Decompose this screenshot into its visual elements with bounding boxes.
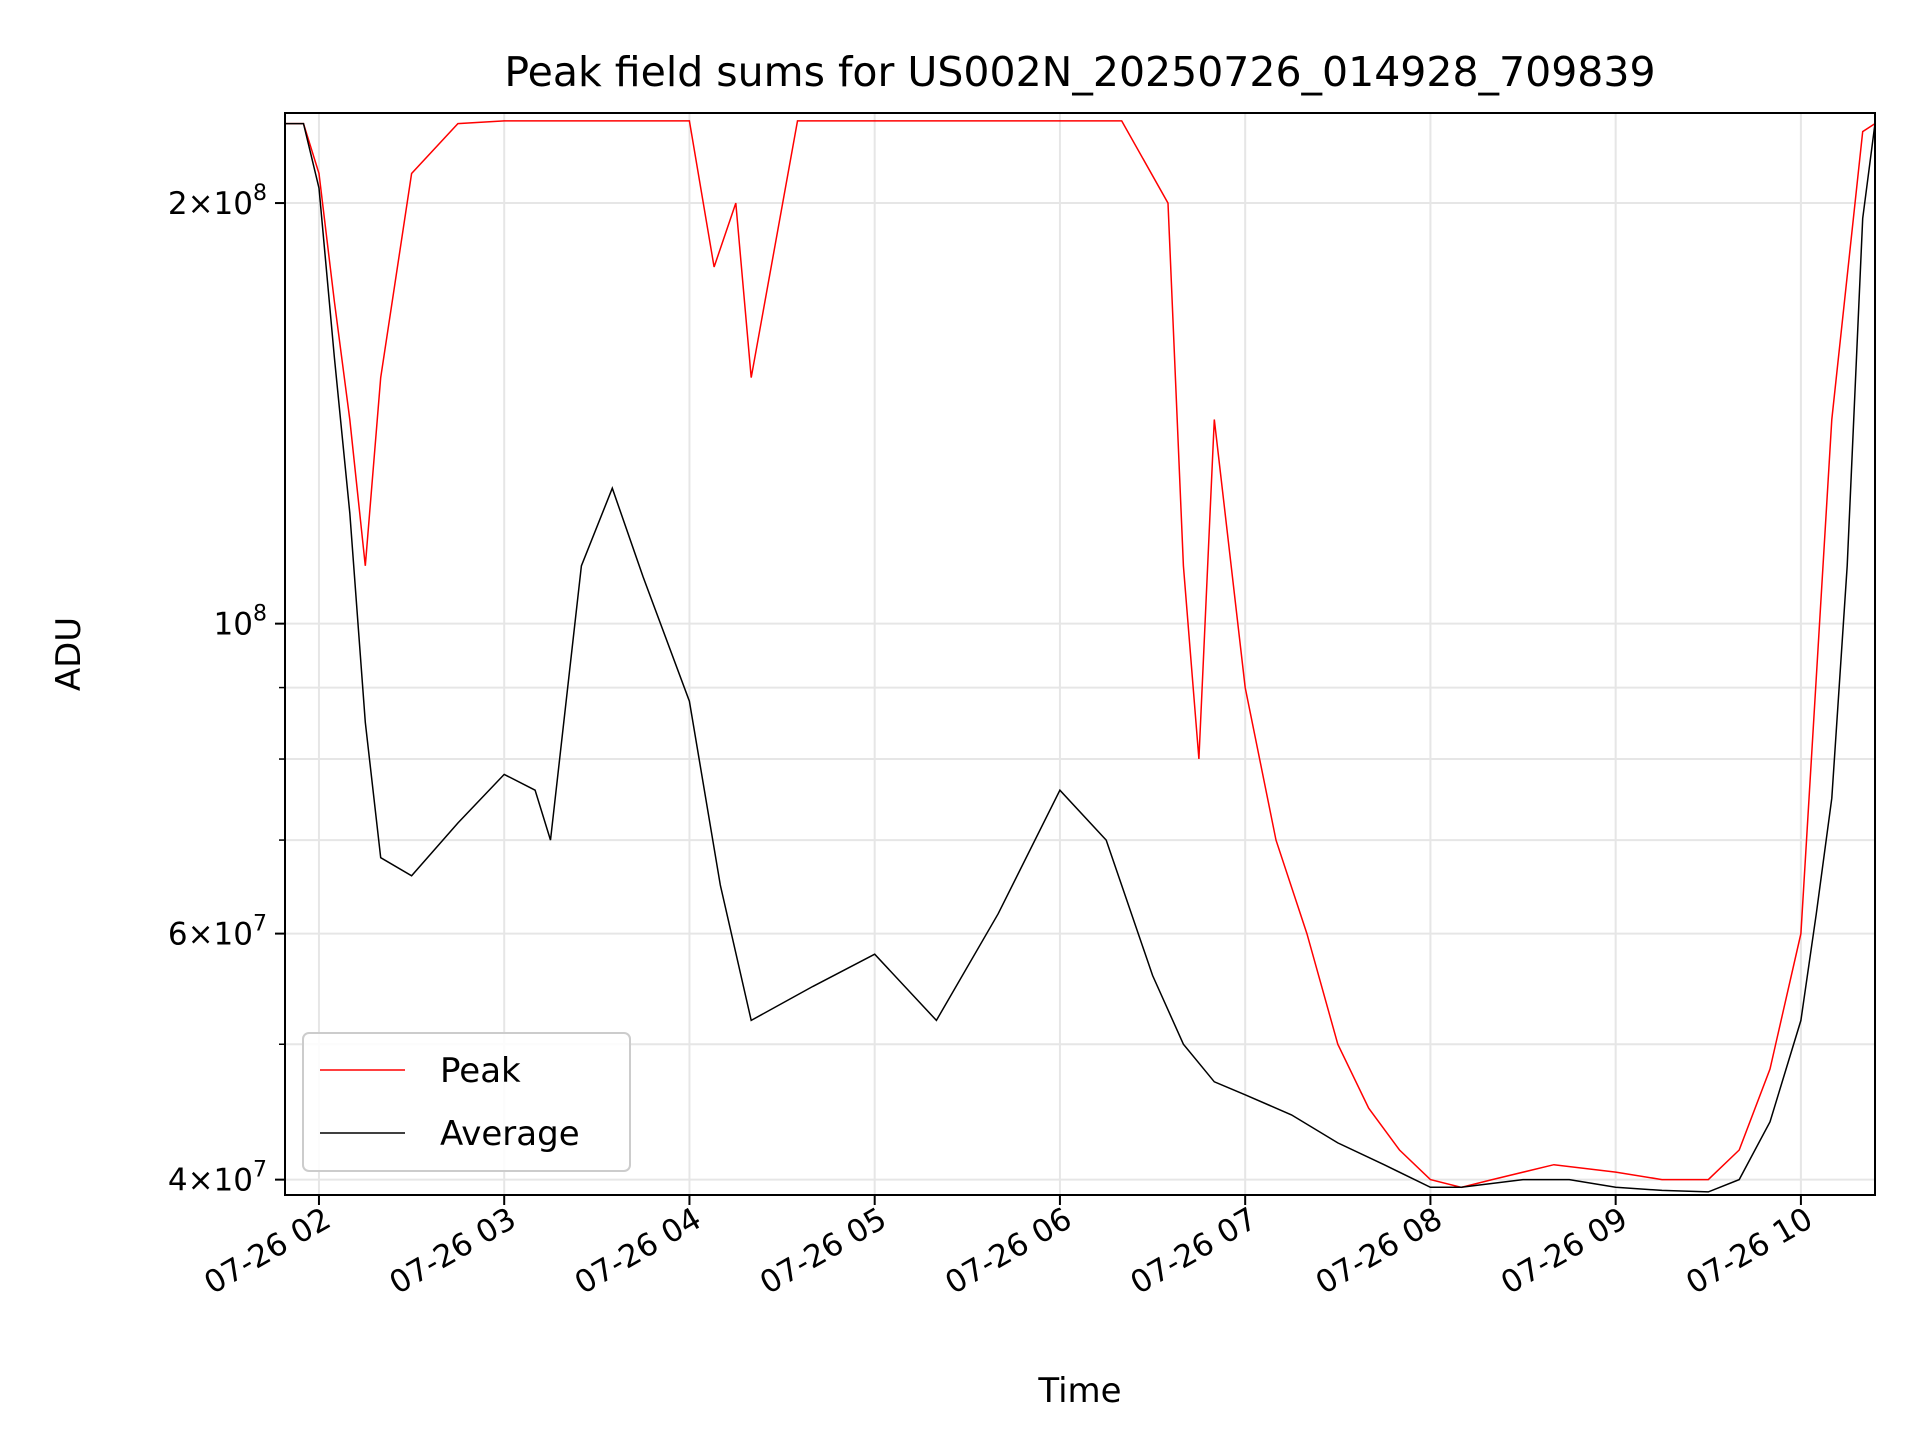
grid-lines <box>285 113 1875 1195</box>
y-tick-label: 6×107 <box>168 912 267 953</box>
series-line-average <box>285 122 1875 1193</box>
x-tick-label: 07-26 07 <box>1124 1201 1263 1302</box>
y-tick-label: 2×108 <box>168 181 267 222</box>
x-tick-label: 07-26 09 <box>1495 1201 1634 1302</box>
x-tick-label: 07-26 10 <box>1680 1201 1819 1302</box>
x-tick-label: 07-26 03 <box>383 1201 522 1302</box>
legend-label-peak: Peak <box>440 1051 521 1091</box>
x-tick-label: 07-26 08 <box>1310 1201 1449 1302</box>
legend-label-average: Average <box>440 1114 580 1154</box>
x-tick-label: 07-26 04 <box>569 1201 708 1302</box>
plot-frame <box>284 112 1876 1196</box>
y-axis-ticks: 4×107 6×107 108 2×108 <box>168 181 285 1199</box>
x-tick-label: 07-26 02 <box>198 1201 337 1302</box>
x-tick-label: 07-26 06 <box>939 1201 1078 1302</box>
legend-box <box>302 1032 631 1172</box>
x-axis-title: Time <box>1037 1371 1121 1411</box>
y-tick-label: 108 <box>214 602 267 643</box>
x-axis-ticks: 07-26 02 07-26 03 07-26 04 07-26 05 07-26 06… <box>198 1195 1819 1302</box>
y-axis-title: ADU <box>49 617 89 691</box>
chart-title: Peak field sums for US002N_20250726_0149… <box>504 48 1655 96</box>
x-tick-label: 07-26 05 <box>754 1201 893 1302</box>
series-lines <box>285 120 1875 1193</box>
legend: Peak Average <box>302 1032 631 1172</box>
y-tick-label: 4×107 <box>168 1158 267 1199</box>
series-line-peak <box>285 120 1875 1189</box>
